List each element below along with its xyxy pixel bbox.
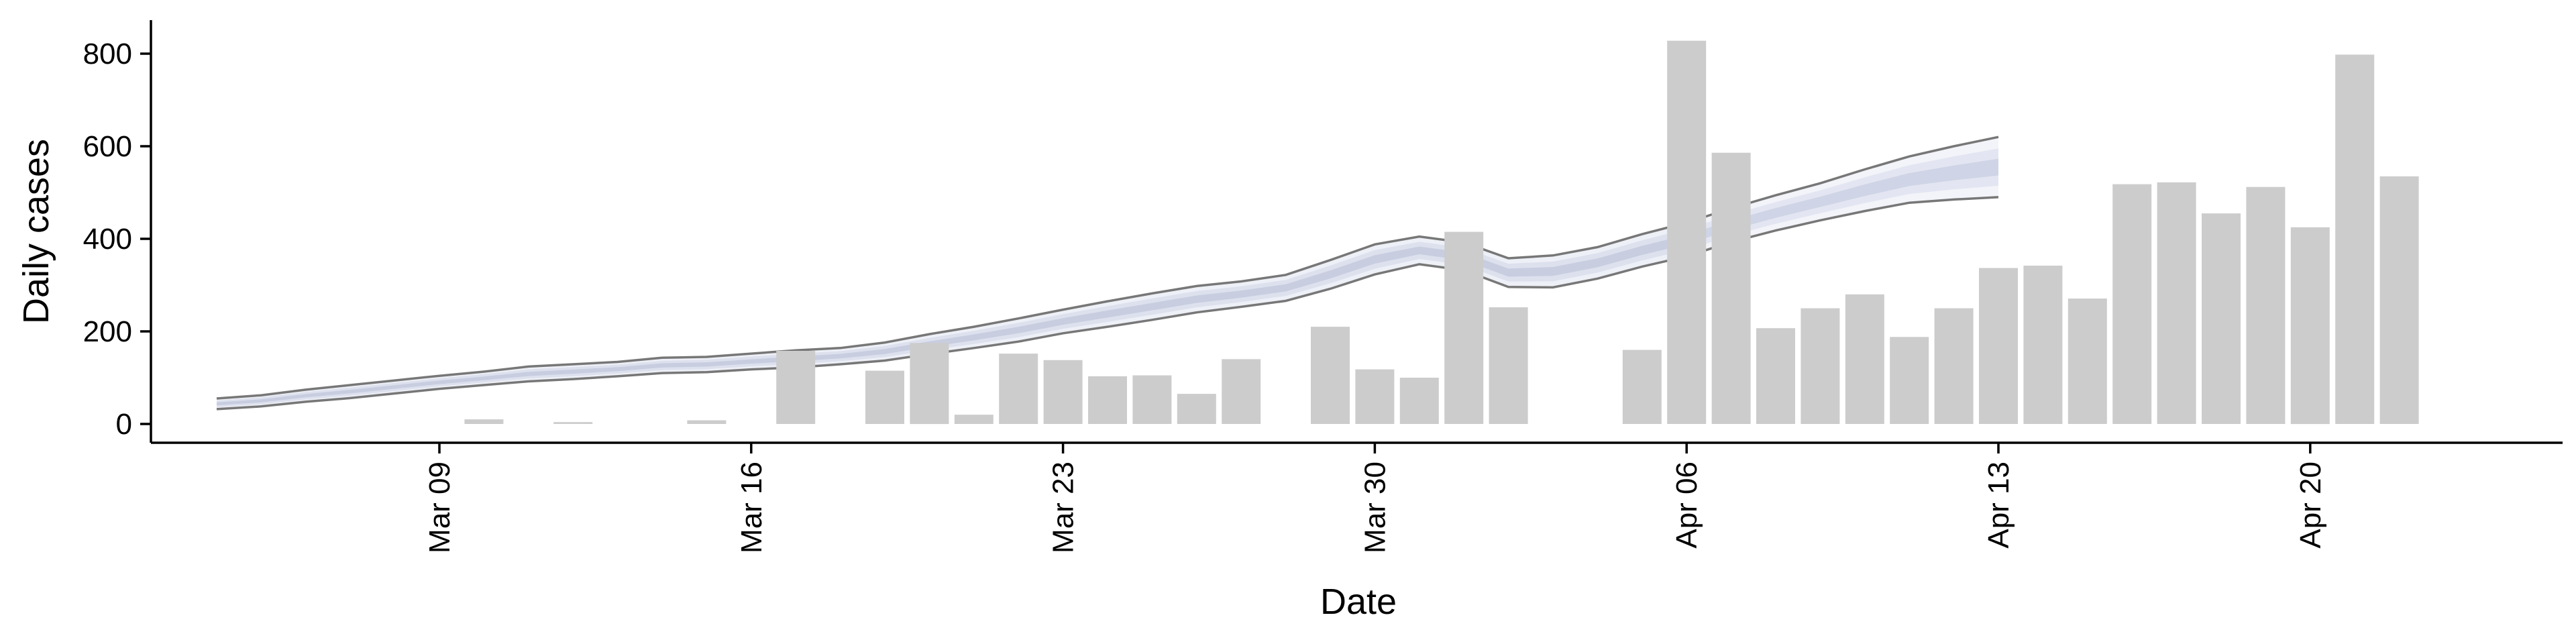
bar-2020-04-18 (2202, 213, 2241, 424)
bar-2020-03-21 (954, 415, 994, 424)
estimate-band (216, 136, 1999, 411)
bar-2020-04-09 (1801, 308, 1840, 424)
band-inner-interval (217, 229, 1687, 407)
bar-2020-04-22 (2379, 176, 2419, 424)
x-tick-label: Apr 13 (1982, 462, 2015, 549)
bar-2020-04-20 (2290, 227, 2330, 425)
bar-2020-04-13 (1979, 268, 2018, 424)
x-tick-label: Apr 06 (1670, 462, 1703, 549)
bar-2020-03-31 (1399, 378, 1439, 424)
y-tick-label: 0 (116, 408, 132, 441)
y-tick-label: 200 (83, 315, 132, 348)
x-tick-label: Mar 30 (1358, 462, 1391, 553)
bar-2020-03-23 (1043, 360, 1083, 424)
bar-2020-03-15 (687, 420, 727, 424)
bar-2020-04-01 (1444, 231, 1484, 424)
bar-2020-03-22 (999, 354, 1038, 424)
axes (150, 20, 2563, 444)
bar-2020-03-25 (1132, 375, 1172, 424)
bar-2020-03-27 (1222, 359, 1261, 424)
band-upper-line (216, 221, 1687, 400)
y-tick-label: 800 (83, 38, 132, 70)
bar-2020-04-05 (1622, 350, 1662, 424)
y-axis-title: Daily cases (16, 139, 56, 324)
bar-2020-03-12 (553, 422, 593, 424)
bar-2020-04-06 (1667, 40, 1707, 424)
y-tick-label: 600 (83, 130, 132, 163)
bar-2020-04-19 (2246, 186, 2286, 424)
bar-2020-04-17 (2157, 182, 2196, 424)
bar-2020-04-21 (2335, 54, 2375, 424)
bar-2020-03-20 (910, 343, 949, 425)
band-core-interval-forecast (1686, 158, 1998, 245)
bar-2020-04-10 (1845, 294, 1884, 424)
bar-2020-03-10 (464, 419, 504, 424)
x-tick-label: Apr 20 (2294, 462, 2327, 549)
y-tick-label: 400 (83, 223, 132, 256)
bar-2020-04-02 (1489, 307, 1528, 424)
bar-2020-04-15 (2068, 299, 2107, 424)
band-lower-line (216, 255, 1687, 411)
x-axis-ticks: Mar 09 Mar 16 Mar 23 Mar 30 Apr 06 Apr 13 Apr … (423, 443, 2327, 553)
bar-2020-03-19 (865, 370, 904, 424)
bar-2020-04-08 (1756, 328, 1795, 424)
bar-2020-03-24 (1088, 376, 1127, 424)
y-axis-ticks: 0 200 400 600 800 (83, 38, 151, 441)
bar-2020-03-26 (1177, 394, 1216, 424)
bar-2020-04-11 (1890, 337, 1929, 424)
band-core-interval (217, 235, 1687, 406)
bar-2020-03-29 (1311, 327, 1350, 424)
bar-2020-03-17 (776, 351, 816, 424)
x-tick-label: Mar 23 (1047, 462, 1080, 553)
bar-2020-04-16 (2112, 184, 2152, 424)
x-tick-label: Mar 09 (423, 462, 456, 553)
daily-case-bars (464, 40, 2419, 425)
x-tick-label: Mar 16 (735, 462, 768, 553)
bar-2020-04-07 (1711, 152, 1751, 424)
bar-2020-04-12 (1934, 308, 1974, 424)
bar-2020-03-30 (1355, 369, 1395, 424)
x-axis-title: Date (1320, 582, 1397, 622)
bar-2020-04-14 (2023, 266, 2063, 424)
